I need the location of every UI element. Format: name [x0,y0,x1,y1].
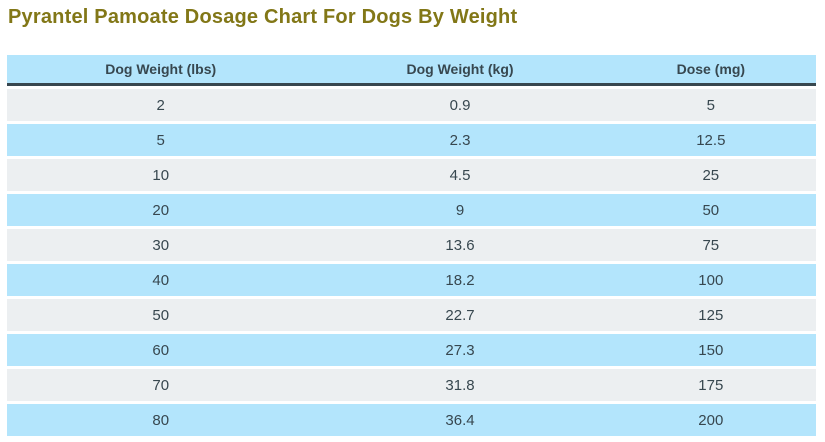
table-row: 20 9 50 [7,194,816,226]
cell-weight-lbs: 20 [7,194,315,226]
cell-dose-mg: 12.5 [605,124,816,156]
cell-dose-mg: 50 [605,194,816,226]
cell-weight-lbs: 50 [7,299,315,331]
cell-weight-lbs: 80 [7,404,315,436]
cell-dose-mg: 150 [605,334,816,366]
cell-weight-kg: 4.5 [314,159,606,191]
table-row: 5 2.3 12.5 [7,124,816,156]
cell-weight-kg: 36.4 [314,404,606,436]
cell-weight-lbs: 5 [7,124,315,156]
cell-weight-kg: 2.3 [314,124,606,156]
cell-dose-mg: 100 [605,264,816,296]
table-row: 40 18.2 100 [7,264,816,296]
cell-dose-mg: 25 [605,159,816,191]
cell-weight-lbs: 60 [7,334,315,366]
cell-weight-lbs: 10 [7,159,315,191]
cell-weight-kg: 31.8 [314,369,606,401]
cell-weight-lbs: 2 [7,89,315,121]
column-header-weight-kg: Dog Weight (kg) [314,55,606,86]
table-body: 2 0.9 5 5 2.3 12.5 10 4.5 25 20 9 50 30 13.6 75 40 18.2 1… [7,89,816,436]
table-row: 60 27.3 150 [7,334,816,366]
column-header-dose-mg: Dose (mg) [605,55,816,86]
cell-weight-lbs: 70 [7,369,315,401]
table-header-row: Dog Weight (lbs) Dog Weight (kg) Dose (m… [7,55,816,86]
table-row: 50 22.7 125 [7,299,816,331]
column-header-weight-lbs: Dog Weight (lbs) [7,55,315,86]
page-title: Pyrantel Pamoate Dosage Chart For Dogs B… [8,6,518,28]
cell-weight-kg: 27.3 [314,334,606,366]
cell-weight-kg: 0.9 [314,89,606,121]
cell-weight-kg: 9 [314,194,606,226]
cell-weight-kg: 13.6 [314,229,606,261]
table-row: 80 36.4 200 [7,404,816,436]
cell-weight-kg: 18.2 [314,264,606,296]
cell-weight-lbs: 40 [7,264,315,296]
dosage-table: Dog Weight (lbs) Dog Weight (kg) Dose (m… [7,52,816,439]
table-row: 2 0.9 5 [7,89,816,121]
cell-weight-kg: 22.7 [314,299,606,331]
cell-dose-mg: 75 [605,229,816,261]
table-row: 70 31.8 175 [7,369,816,401]
cell-dose-mg: 125 [605,299,816,331]
cell-dose-mg: 200 [605,404,816,436]
table-row: 10 4.5 25 [7,159,816,191]
cell-dose-mg: 5 [605,89,816,121]
cell-dose-mg: 175 [605,369,816,401]
cell-weight-lbs: 30 [7,229,315,261]
table-row: 30 13.6 75 [7,229,816,261]
